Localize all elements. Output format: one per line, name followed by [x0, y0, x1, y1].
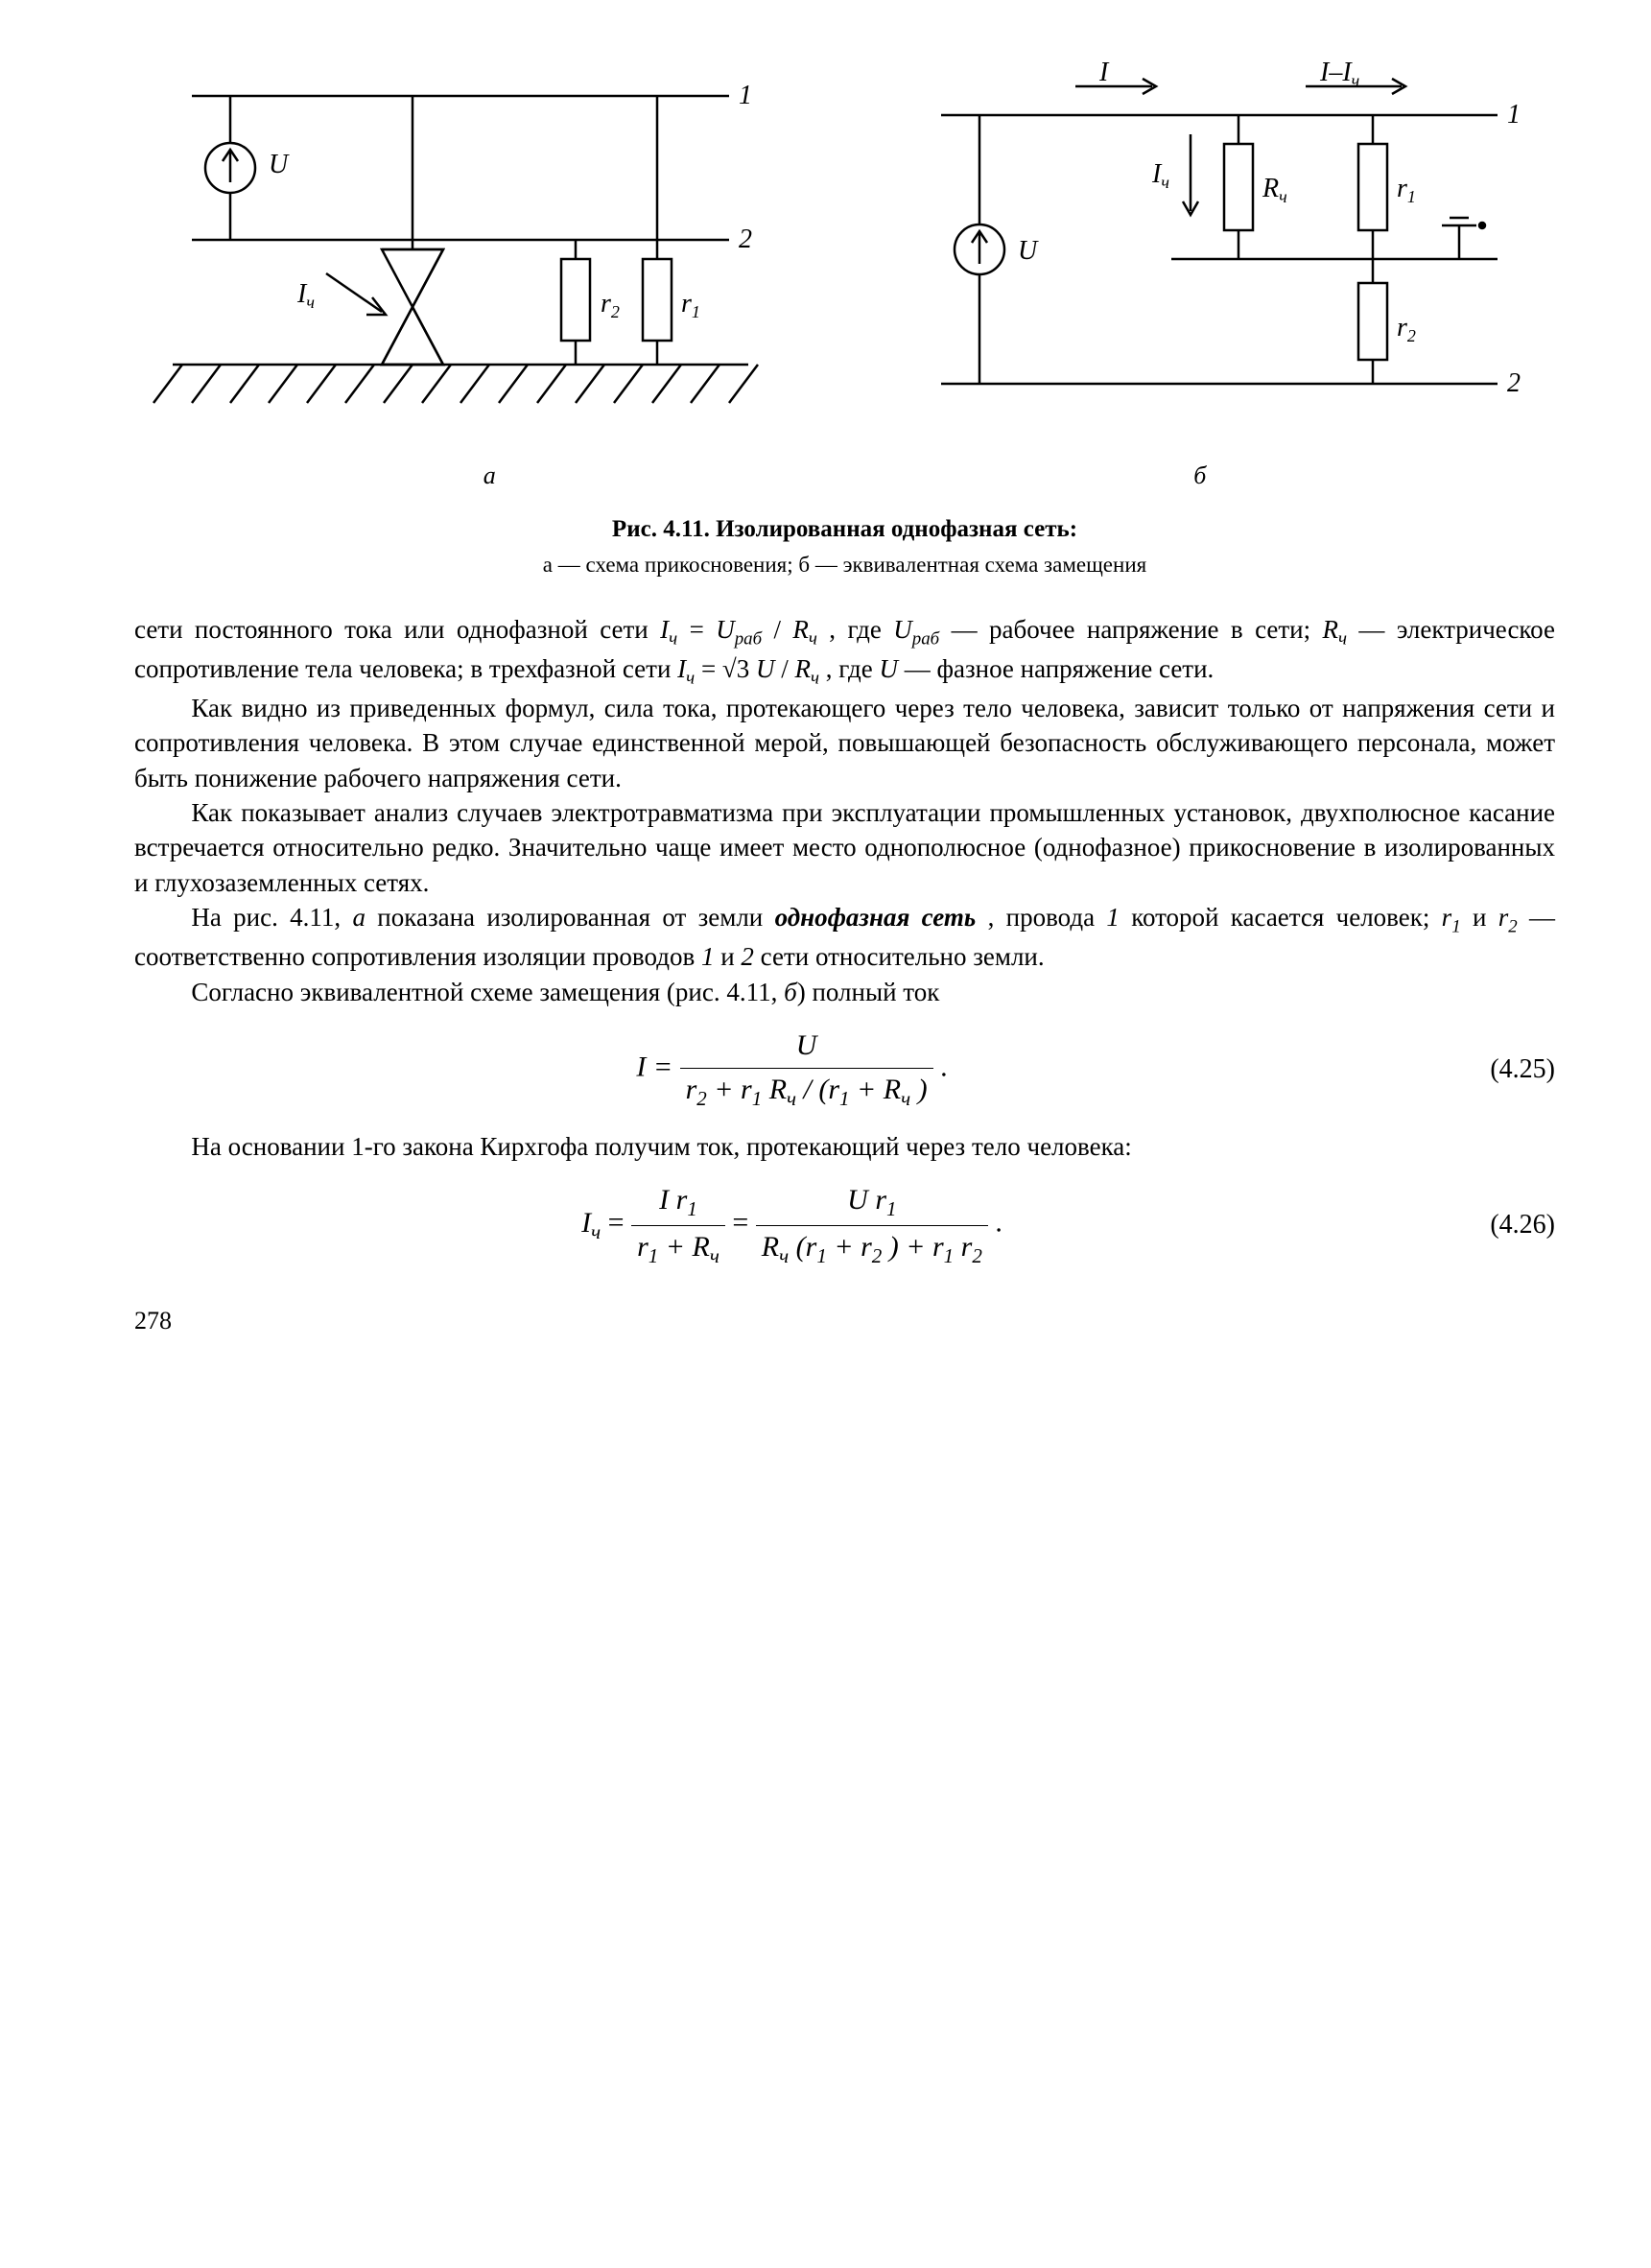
para-2: Как видно из приведенных формул, сила то…	[134, 691, 1555, 795]
label-b: б	[845, 459, 1556, 492]
page-number: 278	[134, 1304, 1555, 1337]
eq-num-425: (4.25)	[1450, 1051, 1555, 1088]
caption-sub: а — схема прикосновения; б — эквивалентн…	[134, 550, 1555, 579]
lbl-wire1-a: 1	[739, 81, 752, 110]
para-4: На рис. 4.11, а показана изолированная о…	[134, 900, 1555, 974]
lbl-r1-b: r	[1397, 174, 1407, 203]
caption-main: Рис. 4.11. Изолированная однофазная сеть…	[612, 516, 1077, 542]
lbl-r2-b: r	[1397, 313, 1407, 343]
lbl-r1-a: r	[681, 289, 692, 319]
lbl-U-b: U	[1018, 236, 1039, 266]
circuit-a: U 1 2 Iч r2 r1	[134, 58, 787, 441]
figure-caption: Рис. 4.11. Изолированная однофазная сеть…	[134, 513, 1555, 579]
equation-4-26: Iч = I r1 r1 + Rч = U r1 Rч (r1 + r2 ) +…	[134, 1181, 1555, 1269]
para-5: Согласно эквивалентной схеме замещения (…	[134, 975, 1555, 1009]
svg-text:I–Iч: I–Iч	[1319, 58, 1359, 90]
lbl-r2-a: r	[601, 289, 611, 319]
label-a: а	[134, 459, 845, 492]
lbl-I: I	[1098, 58, 1110, 87]
svg-text:r2: r2	[1397, 313, 1416, 345]
svg-text:Iч: Iч	[1151, 159, 1169, 192]
circuit-b: I I–Iч 1 2 U Iч Rч r1 r2	[884, 58, 1555, 441]
subfigure-labels: а б	[134, 459, 1555, 492]
equation-4-25: I = U r2 + r1 Rч / (r1 + Rч ) . (4.25)	[134, 1027, 1555, 1112]
lbl-wire1-b: 1	[1507, 100, 1521, 130]
svg-text:r2: r2	[601, 289, 620, 321]
lbl-U-a: U	[269, 150, 290, 179]
lbl-Rch: R	[1262, 174, 1279, 203]
lbl-wire2-b: 2	[1507, 368, 1521, 398]
svg-text:Iч: Iч	[296, 279, 315, 312]
svg-text:r1: r1	[1397, 174, 1416, 206]
svg-text:r1: r1	[681, 289, 700, 321]
lbl-I-Ich: I–I	[1319, 58, 1353, 87]
para-3: Как показывает анализ случаев электротра…	[134, 795, 1555, 900]
svg-text:Rч: Rч	[1262, 174, 1287, 206]
lbl-wire2-a: 2	[739, 224, 752, 254]
para-6: На основании 1-го закона Кирхгофа получи…	[134, 1129, 1555, 1164]
eq-num-426: (4.26)	[1450, 1207, 1555, 1243]
para-1: сети постоянного тока или однофазной сет…	[134, 612, 1555, 691]
figure-4-11: U 1 2 Iч r2 r1	[134, 58, 1555, 441]
